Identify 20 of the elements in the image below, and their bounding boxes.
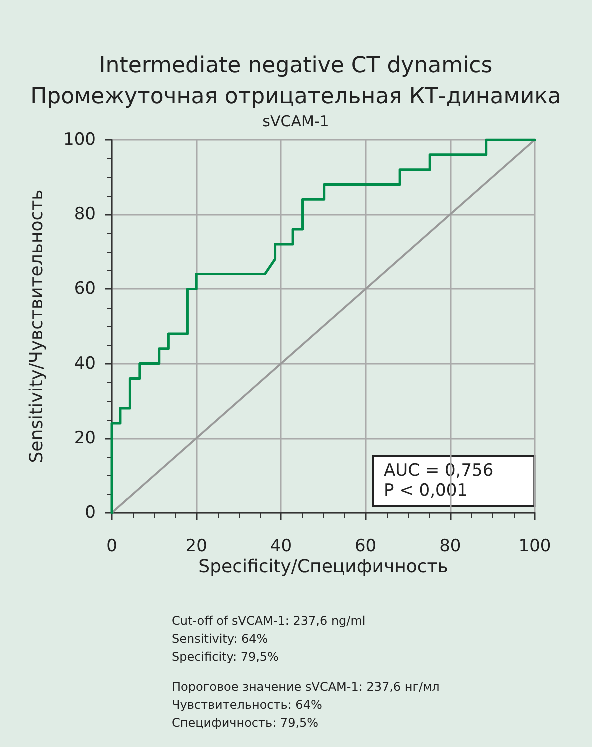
x-tick-label: 80 — [440, 536, 462, 556]
y-tick-label: 20 — [74, 428, 96, 448]
x-tick-label: 20 — [186, 536, 208, 556]
chart-subtitle: Промежуточная отрицательная КТ-динамика — [30, 84, 562, 110]
text: Пороговое значение sVCAM-1: 237,6 нг/мл Чувствительность: 64% Специфичность: 79,5% — [172, 680, 440, 730]
x-tick-label: 60 — [354, 536, 377, 556]
y-tick-label: 80 — [74, 204, 96, 225]
x-tick-label: 100 — [518, 536, 552, 556]
chart-title: Intermediate negative CT dynamics — [99, 54, 493, 78]
text: sVCAM-1 — [262, 112, 330, 130]
text: Cut-off of sVCAM-1: 237,6 ng/ml Sensitivity: 64% Specificity: 79,5% — [172, 614, 366, 664]
y-tick-label: 60 — [74, 279, 96, 300]
annotation: AUC = 0,756 P < 0,001 — [384, 461, 494, 501]
x-axis-title: Specificity/Специфичность — [198, 556, 448, 578]
y-axis-title: Sensitivity/Чувствительность — [26, 190, 48, 464]
x-tick-label: 40 — [270, 536, 292, 556]
y-tick-label: 40 — [74, 354, 96, 374]
y-tick-label: 100 — [64, 130, 96, 150]
y-tick-label: 0 — [85, 503, 96, 523]
x-tick-label: 0 — [106, 536, 118, 556]
